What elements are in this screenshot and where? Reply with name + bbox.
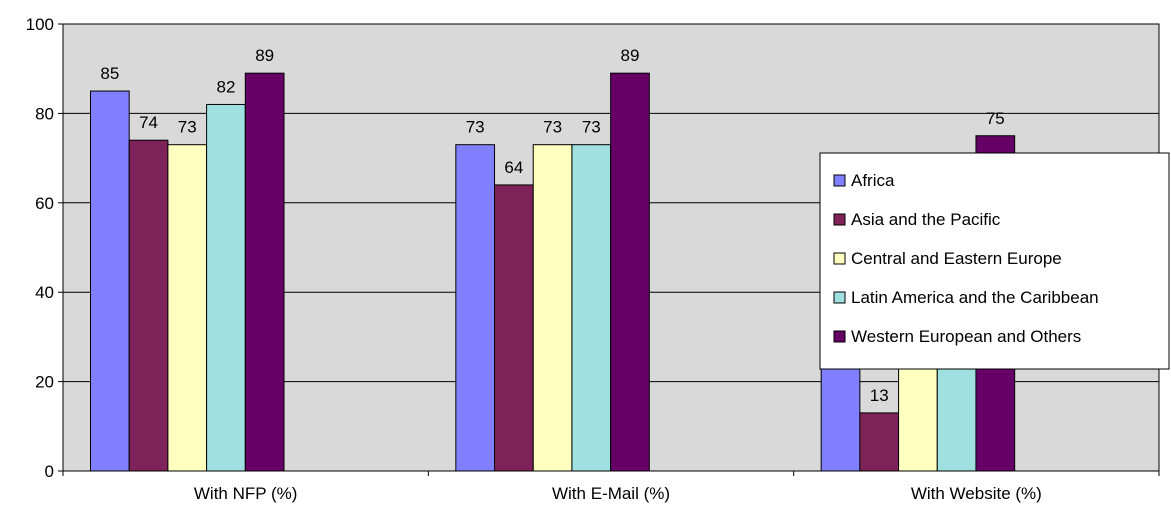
data-label: 73 (466, 118, 485, 137)
legend-swatch (834, 175, 845, 186)
data-label: 73 (543, 118, 562, 137)
legend-label: Africa (851, 171, 895, 190)
x-tick-label: With E-Mail (%) (552, 484, 670, 503)
legend-label: Central and Eastern Europe (851, 249, 1062, 268)
y-tick-label: 80 (35, 104, 54, 123)
data-label: 85 (100, 64, 119, 83)
legend-swatch (834, 253, 845, 264)
data-label: 74 (139, 113, 158, 132)
bar (91, 91, 130, 471)
bar (860, 413, 899, 471)
bar (207, 104, 246, 471)
bar (572, 145, 611, 471)
data-label: 73 (178, 118, 197, 137)
data-label: 73 (582, 118, 601, 137)
x-tick-label: With Website (%) (911, 484, 1042, 503)
data-label: 89 (255, 46, 274, 65)
legend: Africa Asia and the Pacific Central and Ea… (820, 153, 1169, 369)
bar (168, 145, 207, 471)
y-tick-label: 20 (35, 373, 54, 392)
bar (533, 145, 572, 471)
legend-label: Latin America and the Caribbean (851, 288, 1099, 307)
data-label: 64 (504, 158, 523, 177)
data-label: 75 (986, 109, 1005, 128)
x-tick-label: With NFP (%) (194, 484, 298, 503)
legend-label: Western European and Others (851, 327, 1081, 346)
bar (611, 73, 650, 471)
legend-swatch (834, 331, 845, 342)
y-tick-label: 0 (45, 462, 54, 481)
data-label: 82 (216, 77, 235, 96)
bar (245, 73, 284, 471)
y-tick-label: 100 (26, 15, 54, 34)
data-label: 89 (621, 46, 640, 65)
data-label: 13 (870, 386, 889, 405)
y-tick-label: 60 (35, 194, 54, 213)
legend-label: Asia and the Pacific (851, 210, 1001, 229)
legend-swatch (834, 214, 845, 225)
bar (495, 185, 534, 471)
legend-swatch (834, 292, 845, 303)
bar (129, 140, 168, 471)
bar (456, 145, 495, 471)
y-tick-label: 40 (35, 283, 54, 302)
